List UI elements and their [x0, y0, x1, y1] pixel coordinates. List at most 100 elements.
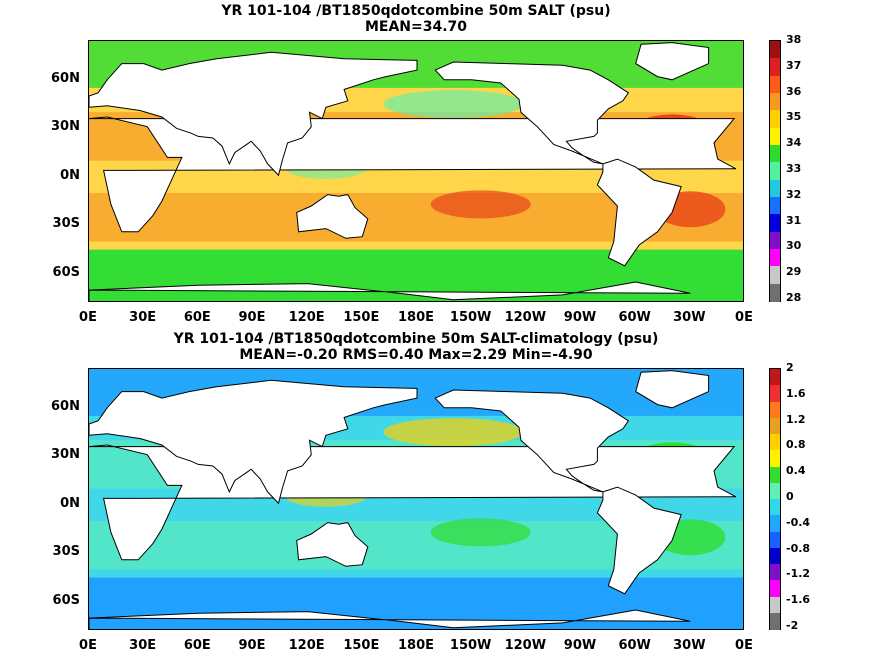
lat-tick-label: 30S	[52, 216, 80, 232]
colorbar-segment	[770, 249, 780, 267]
colorbar-segment	[770, 231, 780, 250]
colorbar-segment	[770, 596, 780, 614]
colorbar-segment	[770, 75, 780, 94]
colorbar-segment	[770, 179, 780, 198]
panel1-title-line2: MEAN=34.70	[364, 19, 468, 35]
lon-tick-label: 0E	[735, 310, 753, 325]
colorbar-segment	[770, 482, 780, 500]
lat-tick-label: 0N	[60, 495, 80, 511]
colorbar-segment	[770, 214, 780, 233]
landmass-6	[89, 281, 691, 301]
lon-tick-label: 150W	[449, 638, 492, 653]
lon-tick-label: 30E	[129, 310, 157, 325]
lon-tick-label: 0E	[735, 638, 753, 653]
lon-tick-label: 90W	[563, 310, 597, 325]
lat-tick-label: 60S	[52, 592, 80, 608]
lon-tick-label: 90E	[238, 310, 266, 325]
panel2-colorbar	[769, 368, 781, 630]
lat-tick-label: 60S	[52, 264, 80, 280]
landmass-4	[596, 486, 682, 595]
colorbar-label: 37	[786, 58, 802, 72]
colorbar-segment	[770, 466, 780, 484]
lon-tick-label: 120W	[504, 638, 547, 653]
landmass-2	[296, 522, 369, 567]
colorbar-segment	[770, 401, 780, 419]
colorbar-label: 29	[786, 265, 802, 279]
colorbar-segment	[770, 531, 780, 549]
lon-tick-label: 30W	[673, 310, 706, 325]
colorbar-segment	[770, 385, 780, 403]
colorbar-label: -0.8	[786, 541, 811, 555]
colorbar-label: -1.6	[786, 593, 811, 607]
colorbar-segment	[770, 434, 780, 451]
colorbar-label: 36	[786, 84, 802, 98]
colorbar-label: 32	[786, 187, 802, 201]
colorbar-label: 1.6	[786, 386, 806, 400]
lon-tick-label: 120W	[504, 310, 547, 325]
panel1-title-line1: YR 101-104 /BT1850qdotcombine 50m SALT (…	[221, 3, 611, 19]
landmass-1	[89, 51, 418, 177]
colorbar-label: -0.4	[786, 515, 811, 529]
colorbar-segment	[770, 41, 780, 59]
colorbar-label: 0	[786, 490, 794, 503]
panel1-map	[88, 40, 744, 302]
landmass-5	[635, 370, 710, 409]
lon-tick-label: 60W	[618, 310, 651, 325]
panel2-map	[88, 368, 744, 630]
lon-tick-label: 30W	[673, 638, 706, 653]
colorbar-segment	[770, 197, 780, 215]
lon-tick-label: 150E	[343, 310, 380, 325]
panel1-colorbar	[769, 40, 781, 302]
colorbar-label: 1.2	[786, 412, 806, 426]
colorbar-label: 0.8	[786, 438, 806, 452]
colorbar-label: 33	[786, 162, 802, 175]
colorbar-segment	[770, 369, 780, 386]
colorbar-segment	[770, 58, 780, 77]
colorbar-segment	[770, 580, 780, 598]
colorbar-segment	[770, 162, 780, 181]
colorbar-segment	[770, 547, 780, 565]
lon-tick-label: 150E	[343, 638, 380, 653]
colorbar-segment	[770, 450, 780, 468]
colorbar-label: 35	[786, 110, 802, 124]
landmass-6	[89, 609, 691, 629]
lon-tick-label: 90E	[238, 638, 266, 653]
lon-tick-label: 60E	[183, 310, 211, 325]
north-pacific-patch	[383, 418, 524, 447]
colorbar-label: 30	[786, 239, 802, 253]
landmass-3	[434, 389, 630, 493]
landmass-2	[296, 194, 369, 239]
lon-tick-label: 120E	[288, 310, 325, 325]
lon-tick-label: 0E	[79, 310, 97, 325]
lat-tick-label: 30N	[51, 447, 80, 463]
lon-tick-label: 60E	[183, 638, 211, 653]
lon-tick-label: 30E	[129, 638, 157, 653]
north-pacific-patch	[383, 90, 524, 119]
colorbar-segment	[770, 110, 780, 129]
lat-tick-label: 60N	[51, 70, 80, 86]
colorbar-label: 28	[786, 291, 802, 304]
lat-tick-label: 30S	[52, 544, 80, 560]
lon-tick-label: 180E	[397, 310, 435, 325]
landmass-0	[89, 444, 737, 561]
colorbar-label: -2	[786, 619, 799, 632]
colorbar-segment	[770, 515, 780, 533]
panel2-title: YR 101-104 /BT1850qdotcombine 50m SALT-c…	[88, 331, 744, 363]
colorbar-segment	[770, 564, 780, 581]
lon-tick-label: 180E	[397, 638, 435, 653]
landmass-5	[635, 42, 710, 81]
colorbar-segment	[770, 499, 780, 516]
colorbar-segment	[770, 612, 780, 630]
south-pacific-patch	[430, 518, 531, 547]
lat-tick-label: 0N	[60, 167, 80, 183]
lon-tick-label: 0E	[79, 638, 97, 653]
landmass-4	[596, 158, 682, 267]
lon-tick-label: 120E	[288, 638, 325, 653]
lat-tick-label: 60N	[51, 398, 80, 414]
lon-tick-label: 90W	[563, 638, 597, 653]
colorbar-segment	[770, 417, 780, 435]
landmass-0	[89, 116, 737, 233]
colorbar-segment	[770, 266, 780, 285]
map-svg	[89, 41, 743, 301]
panel1-title: YR 101-104 /BT1850qdotcombine 50m SALT (…	[88, 3, 744, 35]
